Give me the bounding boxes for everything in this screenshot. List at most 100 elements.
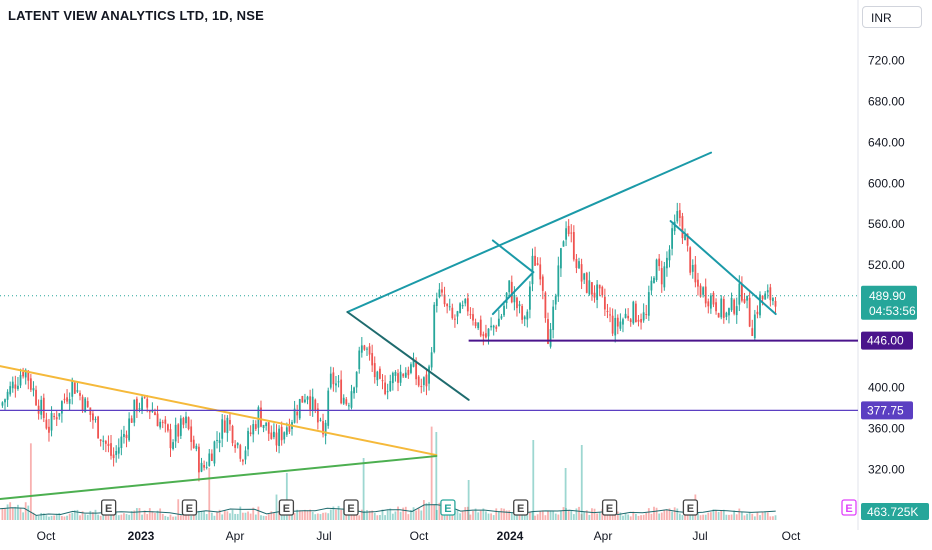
trendline-flag-lower[interactable] [491, 271, 535, 316]
candle-body [464, 298, 467, 304]
volume-bar [422, 500, 425, 520]
candle-body [275, 432, 278, 446]
volume-bar [19, 508, 22, 520]
volume-bar [6, 504, 9, 520]
volume-bar [565, 508, 567, 520]
earnings-marker-label: E [606, 503, 613, 515]
candle-body [203, 464, 206, 468]
volume-bar [728, 514, 730, 520]
volume-bar [81, 511, 84, 520]
candle-body [438, 289, 441, 298]
earnings-marker[interactable] [100, 499, 117, 516]
volume-bar [110, 512, 112, 520]
candle-body [508, 280, 511, 293]
earnings-marker[interactable] [601, 499, 618, 516]
earnings-marker[interactable] [682, 499, 699, 516]
candle-body [707, 301, 710, 307]
volume-bar [360, 509, 363, 520]
candle-body [539, 264, 542, 280]
candle-body [722, 298, 725, 318]
volume-bar [32, 512, 35, 520]
candle-body [528, 286, 531, 310]
y-tick-label: 640.00 [868, 135, 905, 149]
x-tick-label: 2023 [128, 529, 155, 543]
x-tick-label: 2024 [497, 529, 524, 543]
volume-bar [288, 515, 291, 520]
volume-bar [663, 509, 666, 520]
candle-body [40, 399, 43, 415]
volume-bar [653, 506, 655, 520]
earnings-marker[interactable] [513, 499, 529, 516]
candle-body [485, 333, 487, 338]
volume-bar [730, 514, 733, 520]
volume-bar [379, 515, 381, 520]
candle-body [355, 371, 358, 388]
volume-bar [27, 505, 30, 520]
candle-body [146, 398, 149, 408]
candle-body [552, 306, 555, 330]
candle-body [466, 298, 469, 312]
volume-bar [161, 513, 164, 520]
candle-body [619, 321, 622, 329]
candle-body [671, 228, 673, 249]
candle-body [353, 387, 355, 394]
candle-body [720, 298, 723, 318]
candle-body [185, 416, 187, 424]
candle-body [285, 427, 288, 435]
volume-bar [735, 514, 738, 520]
trendline-rising-channel-top[interactable] [346, 151, 713, 313]
earnings-marker[interactable] [440, 499, 456, 516]
earnings-marker[interactable] [343, 499, 359, 516]
y-tick-label: 320.00 [868, 462, 905, 476]
volume-bar [415, 510, 418, 520]
volume-bar [717, 511, 720, 520]
volume-bar [697, 512, 699, 520]
earnings-marker[interactable] [841, 499, 857, 516]
candle-body [399, 371, 402, 383]
currency-selector[interactable]: INR [862, 6, 922, 28]
candle-body [487, 328, 490, 337]
candle-body [622, 319, 624, 325]
candle-body [130, 418, 133, 423]
candle-body [472, 314, 474, 321]
volume-bar [769, 516, 772, 520]
candle-body [322, 421, 324, 435]
volume-bar [490, 513, 493, 520]
candle-body [746, 295, 748, 301]
volume-bar [510, 512, 513, 520]
candle-body [634, 303, 637, 323]
volume-bar [381, 509, 384, 520]
candle-body [500, 316, 503, 319]
volume-bar [578, 506, 580, 520]
volume-bar [174, 516, 177, 520]
volume-bar [642, 514, 645, 520]
volume-bar [151, 511, 154, 520]
volume-bar [634, 513, 637, 520]
volume-bar [311, 511, 314, 520]
volume-bar [428, 502, 430, 520]
trendline-flag-upper[interactable] [491, 239, 535, 274]
candle-body [534, 255, 536, 266]
volume-bar [614, 515, 617, 520]
candle-body [1, 402, 4, 406]
trendline-short-downtrend[interactable] [346, 311, 470, 401]
candle-body [314, 399, 317, 411]
volume-bar [536, 514, 539, 520]
trendline-falling-wedge-lower[interactable] [0, 455, 438, 500]
candle-body [394, 371, 397, 376]
y-tick-label: 520.00 [868, 258, 905, 272]
candle-body [658, 258, 661, 267]
candle-body [66, 397, 68, 402]
earnings-marker[interactable] [278, 499, 295, 516]
volume-bar [86, 514, 89, 520]
candle-body [115, 450, 118, 456]
volume-bar [410, 509, 412, 520]
volume-bar [358, 515, 361, 520]
candle-body [578, 261, 580, 269]
candles [1, 202, 777, 482]
trendline-descending-resistance[interactable] [669, 220, 777, 316]
earnings-marker[interactable] [181, 499, 198, 516]
candle-body [89, 407, 92, 415]
candle-body [92, 413, 94, 421]
